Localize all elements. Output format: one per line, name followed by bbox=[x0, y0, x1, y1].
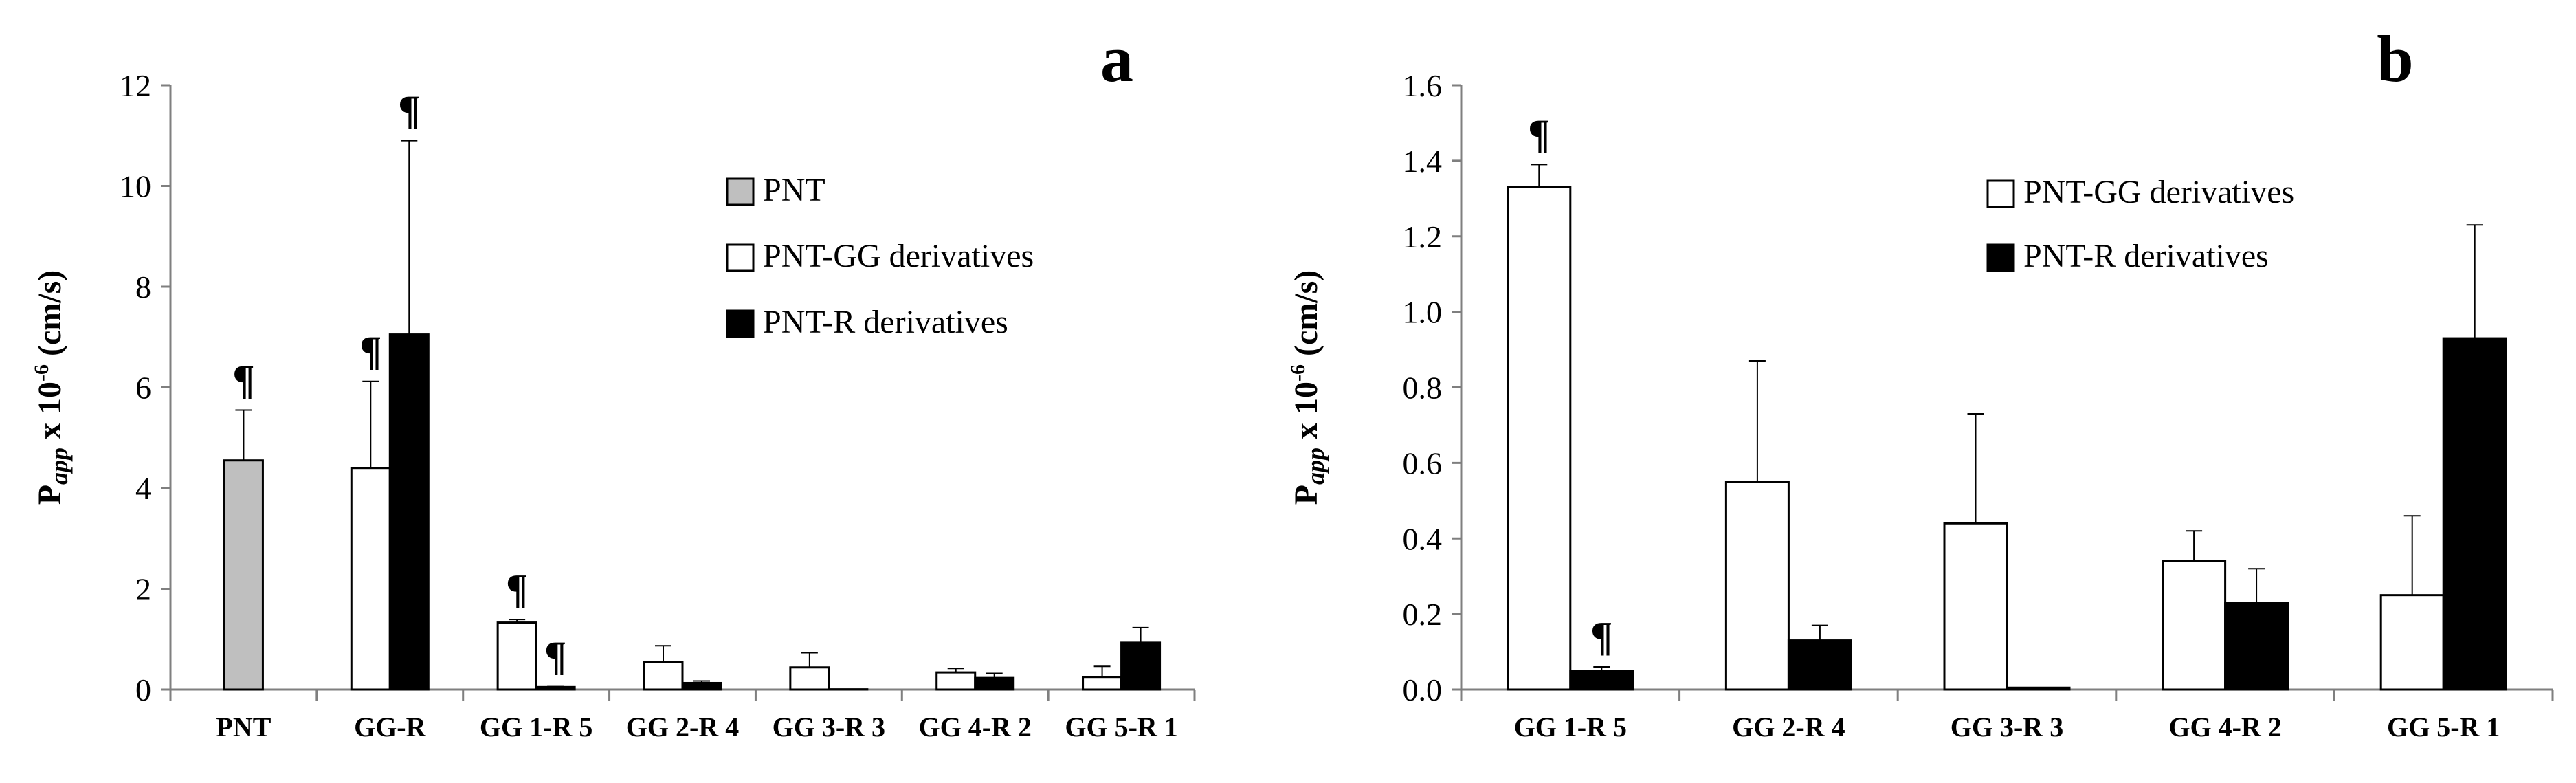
y-tick-label: 2 bbox=[135, 572, 151, 607]
y-tick-label: 0.6 bbox=[1403, 445, 1443, 481]
y-tick-label: 0 bbox=[135, 672, 151, 707]
legend-label: PNT-R derivatives bbox=[2023, 238, 2269, 274]
y-axis-label-p: P bbox=[32, 485, 68, 505]
y-tick-label: 4 bbox=[135, 471, 151, 506]
x-category-label: GG 1-R 5 bbox=[480, 712, 592, 742]
y-axis-label-mid: x 10 bbox=[32, 382, 68, 448]
x-category-label: GG 5-R 1 bbox=[1065, 712, 1177, 742]
panel-label: b bbox=[2377, 22, 2413, 96]
x-category-label: GG 5-R 1 bbox=[2387, 712, 2500, 742]
bar bbox=[790, 668, 829, 690]
y-tick-label: 10 bbox=[120, 169, 151, 204]
y-tick-label: 1.4 bbox=[1403, 144, 1443, 179]
bar bbox=[536, 687, 575, 690]
significance-mark: ¶ bbox=[398, 88, 420, 133]
y-tick-label: 0.8 bbox=[1403, 371, 1443, 406]
y-tick-label: 8 bbox=[135, 269, 151, 305]
bar bbox=[2443, 338, 2506, 690]
significance-mark: ¶ bbox=[232, 357, 254, 402]
chart-panel-a: 0 2 4 6 8 10 12 PNT GG-R GG 1-R 5 GG 2-R 4 GG 3-R 3… bbox=[30, 22, 1195, 742]
y-axis-label-sub: app bbox=[1302, 448, 1329, 485]
y-axis-label-unit: (cm/s) bbox=[32, 270, 68, 364]
chart-panel-b: 0.0 0.2 0.4 0.6 0.8 1.0 1.2 1.4 1.6 GG 1-R 5 GG 2-… bbox=[1287, 22, 2553, 742]
x-category-label: GG 4-R 2 bbox=[918, 712, 1031, 742]
x-category-label: GG 2-R 4 bbox=[1732, 712, 1845, 742]
bar bbox=[2163, 561, 2225, 690]
significance-mark: ¶ bbox=[1590, 614, 1612, 659]
legend-label: PNT-GG derivatives bbox=[763, 238, 1034, 274]
bar bbox=[1788, 641, 1851, 690]
bar bbox=[351, 468, 390, 690]
bar bbox=[2225, 603, 2288, 690]
bar bbox=[224, 461, 263, 690]
x-category-label: PNT bbox=[216, 712, 271, 742]
x-category-label: GG 3-R 3 bbox=[1951, 712, 2063, 742]
panel-label: a bbox=[1100, 22, 1133, 96]
legend-swatch bbox=[727, 311, 753, 337]
bar bbox=[1570, 671, 1633, 690]
legend-label: PNT bbox=[763, 172, 825, 208]
y-axis-label-mid: x 10 bbox=[1288, 382, 1324, 448]
y-tick-label: 0.0 bbox=[1403, 672, 1443, 707]
x-category-label: GG 3-R 3 bbox=[773, 712, 885, 742]
y-axis-label: Papp x 10-6 (cm/s) bbox=[30, 270, 73, 505]
y-tick-label: 0.2 bbox=[1403, 597, 1443, 632]
y-tick-label: 1.6 bbox=[1403, 68, 1443, 103]
bar bbox=[1726, 482, 1788, 690]
bar bbox=[2381, 595, 2443, 690]
y-tick-label: 12 bbox=[120, 68, 151, 103]
bar bbox=[1944, 523, 2007, 690]
y-tick-label: 1.2 bbox=[1403, 219, 1443, 254]
legend-swatch bbox=[1988, 181, 2014, 207]
significance-mark: ¶ bbox=[1528, 111, 1550, 157]
x-category-label: GG 4-R 2 bbox=[2168, 712, 2281, 742]
y-axis-label-exp: -6 bbox=[30, 364, 53, 382]
y-tick-label: 0.4 bbox=[1403, 521, 1443, 556]
significance-mark: ¶ bbox=[544, 634, 566, 679]
significance-mark: ¶ bbox=[359, 329, 381, 374]
significance-mark: ¶ bbox=[506, 566, 528, 612]
bar bbox=[937, 672, 975, 690]
legend-swatch bbox=[727, 179, 753, 205]
y-axis-label-p: P bbox=[1288, 485, 1324, 505]
bar bbox=[1083, 677, 1122, 690]
bar bbox=[1122, 643, 1160, 690]
legend-label: PNT-R derivatives bbox=[763, 304, 1008, 340]
legend-swatch bbox=[727, 245, 753, 271]
y-tick-label: 6 bbox=[135, 371, 151, 406]
y-tick-label: 1.0 bbox=[1403, 295, 1443, 330]
bar bbox=[498, 623, 536, 690]
bar bbox=[2007, 687, 2069, 690]
bar bbox=[644, 662, 682, 690]
x-category-label: GG 1-R 5 bbox=[1514, 712, 1627, 742]
x-category-label: GG 2-R 4 bbox=[626, 712, 739, 742]
y-axis-label: Papp x 10-6 (cm/s) bbox=[1287, 270, 1329, 505]
y-axis-label-unit: (cm/s) bbox=[1288, 270, 1324, 364]
legend-swatch bbox=[1988, 245, 2014, 271]
bar bbox=[390, 335, 428, 690]
y-axis-label-sub: app bbox=[45, 448, 73, 485]
x-category-label: GG-R bbox=[354, 712, 427, 742]
legend-label: PNT-GG derivatives bbox=[2023, 174, 2294, 210]
bar bbox=[1508, 187, 1570, 690]
y-axis-label-exp: -6 bbox=[1287, 364, 1309, 382]
bar bbox=[975, 678, 1014, 690]
bar bbox=[682, 683, 721, 690]
